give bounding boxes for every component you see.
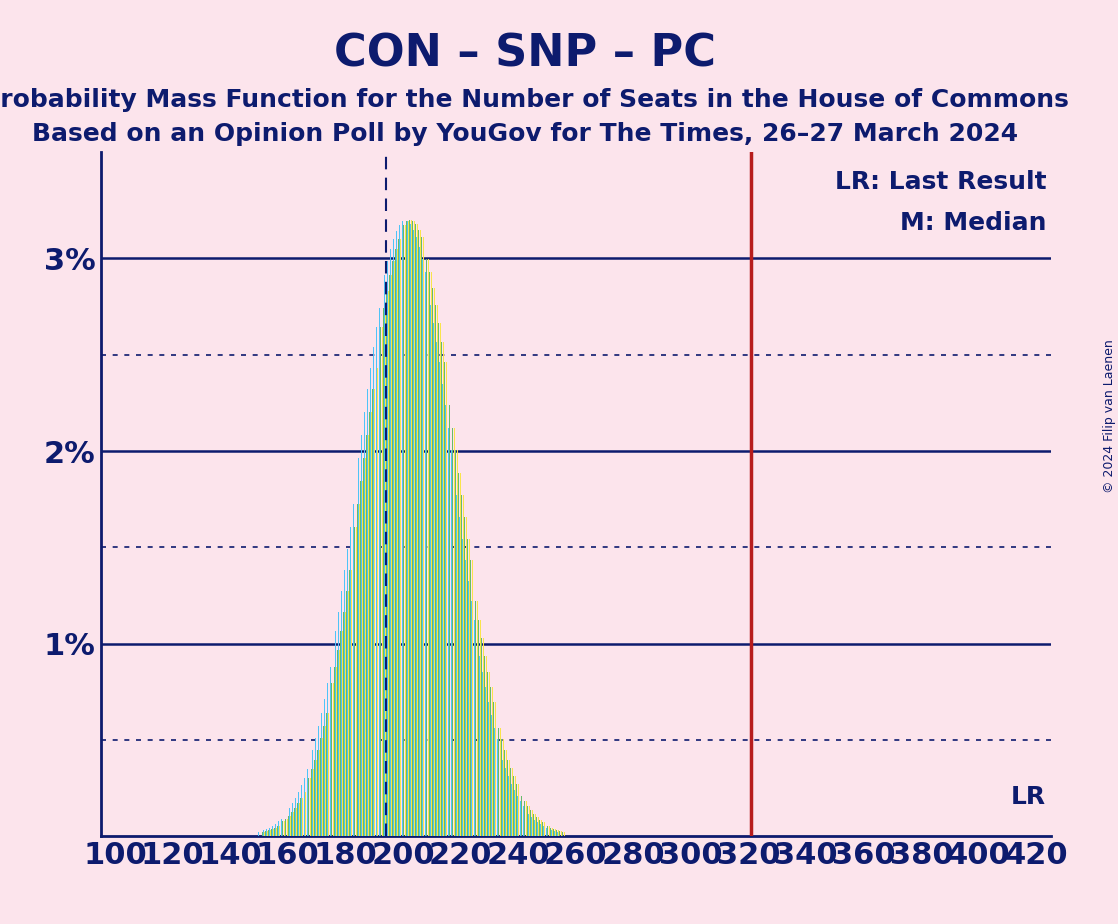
- Text: LR: Last Result: LR: Last Result: [834, 170, 1046, 193]
- Text: CON – SNP – PC: CON – SNP – PC: [334, 32, 717, 76]
- Text: M: Median: M: Median: [900, 211, 1046, 235]
- Text: © 2024 Filip van Laenen: © 2024 Filip van Laenen: [1102, 339, 1116, 492]
- Text: Based on an Opinion Poll by YouGov for The Times, 26–27 March 2024: Based on an Opinion Poll by YouGov for T…: [32, 122, 1018, 146]
- Text: Probability Mass Function for the Number of Seats in the House of Commons: Probability Mass Function for the Number…: [0, 88, 1069, 112]
- Text: LR: LR: [1011, 784, 1046, 808]
